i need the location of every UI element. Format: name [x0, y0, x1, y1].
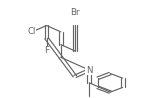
Text: Br: Br [70, 8, 80, 17]
Text: N: N [86, 66, 93, 75]
Text: F: F [44, 46, 49, 55]
Text: Cl: Cl [27, 27, 36, 36]
